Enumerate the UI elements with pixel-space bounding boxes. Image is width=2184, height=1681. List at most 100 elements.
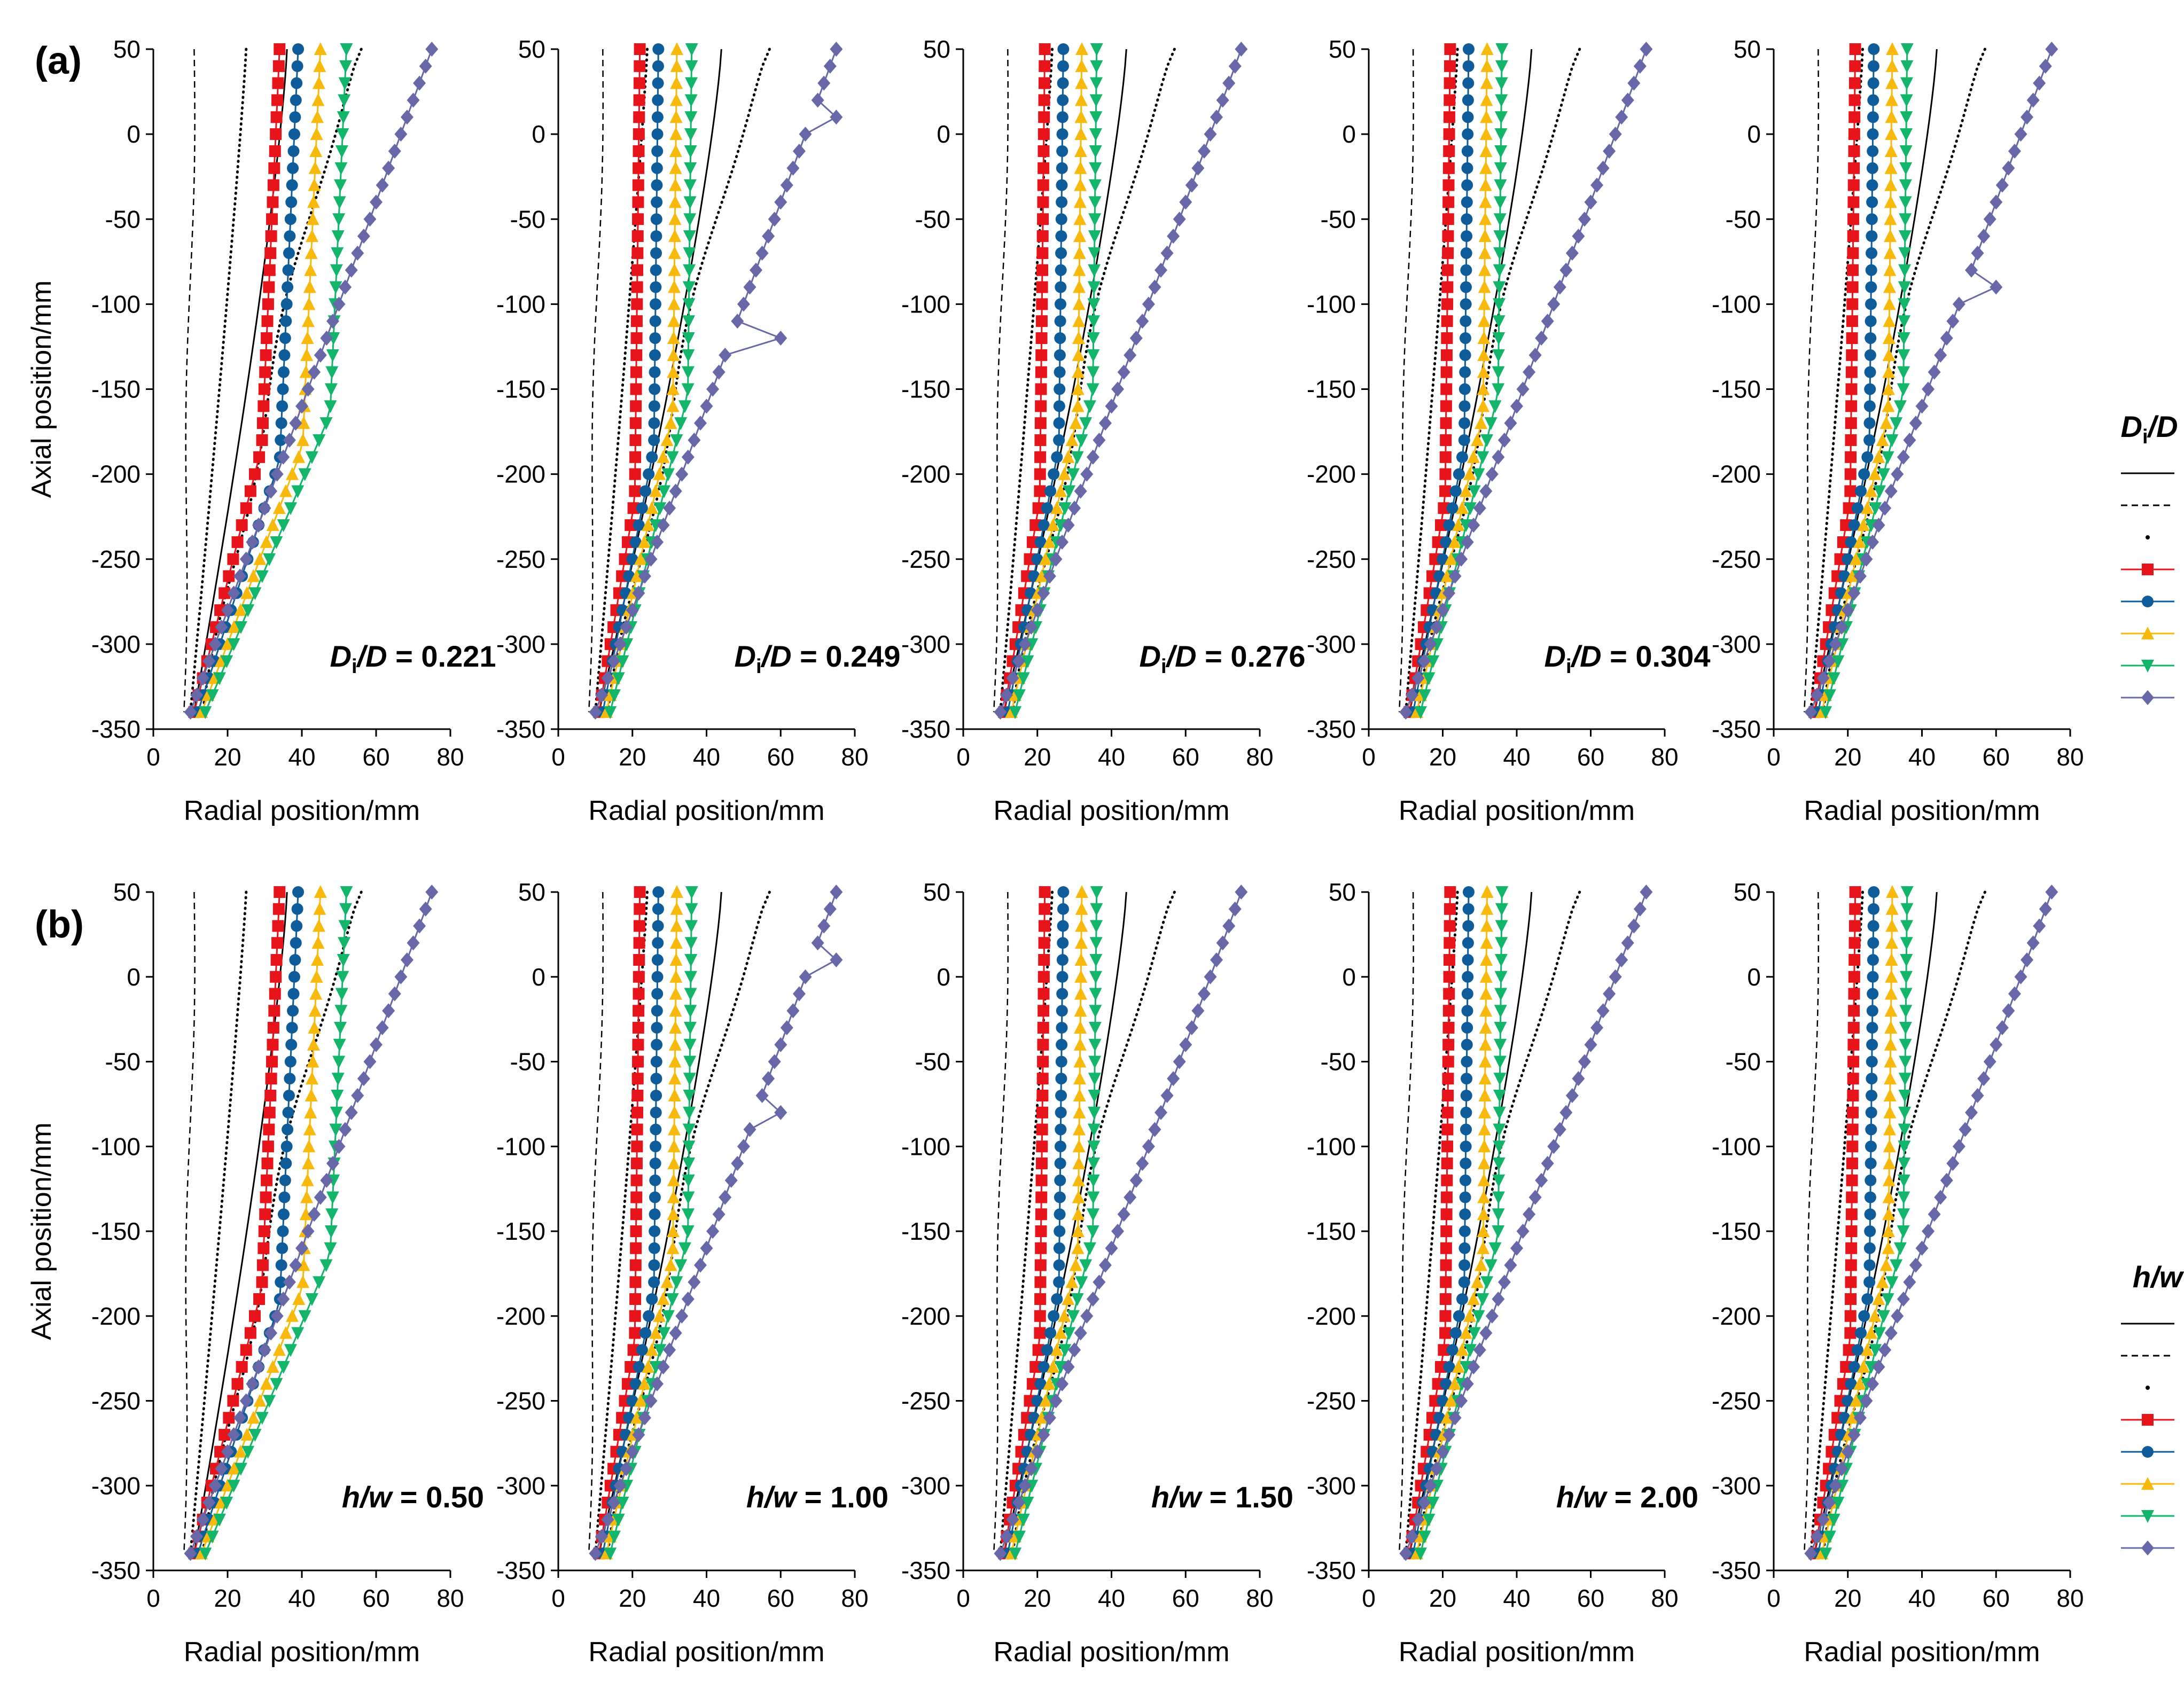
trajectory-point [637,1377,651,1390]
trajectory-point [1444,937,1456,949]
trajectory-point [666,1293,679,1306]
trajectory-line [602,892,659,1554]
trajectory-point [1034,468,1046,480]
x-tick-label: 20 [1429,743,1456,771]
trajectory-point [291,485,305,498]
y-tick-label: 50 [113,878,141,906]
trajectory-point [1417,653,1431,669]
trajectory-point [206,689,219,702]
trajectory-point [1051,1293,1063,1305]
legend-swatch-marker [2142,596,2154,607]
y-tick-label: 50 [518,35,545,63]
trajectory-point [646,1293,658,1305]
trajectory-point [1478,246,1492,259]
trajectory-point [632,585,645,601]
trajectory-point [1000,1529,1013,1544]
trajectory-point [667,1173,680,1186]
trajectory-point [263,264,276,276]
trajectory-point [1039,43,1051,55]
trajectory-point [1885,969,1898,983]
trajectory-point [670,76,683,89]
trajectory-point [669,110,683,123]
trajectory-point [652,77,664,89]
trajectory-point [650,247,662,259]
trajectory-point [311,936,325,949]
trajectory-point [1897,1292,1910,1307]
trajectory-point [674,417,688,431]
trajectory-point [1848,1361,1860,1373]
trajectory-point [651,1022,663,1034]
trajectory-point [1995,1020,2009,1035]
trajectory-point [325,1208,339,1222]
trajectory-point [630,400,642,412]
trajectory-point [1098,1257,1112,1273]
trajectory-point [1819,706,1832,720]
x-axis-label: Radial position/mm [993,795,1229,826]
trajectory-point [684,971,697,984]
y-tick-label: 50 [1329,878,1356,906]
avwz-inner-line [594,48,649,714]
trajectory-point [240,586,254,599]
trajectory-point [1458,1276,1470,1288]
trajectory-point [629,485,641,497]
trajectory-point [1893,1242,1907,1255]
trajectory-point [1073,1072,1087,1085]
trajectory-point [1884,144,1898,157]
trajectory-32-5um [589,42,843,720]
trajectory-point [338,920,352,933]
trajectory-point [1129,331,1143,346]
trajectory-point [1884,1072,1897,1085]
trajectory-point [669,987,682,1000]
trajectory-line [1405,892,1647,1554]
trajectory-point [817,75,831,91]
trajectory-point [1035,569,1048,582]
trajectory-point [1087,1140,1101,1154]
trajectory-point [682,315,696,329]
trajectory-point [1477,365,1490,378]
trajectory-point [633,128,645,140]
trajectory-line [1007,892,1064,1554]
trajectory-point [1034,1327,1046,1339]
trajectory-12-5um [188,886,286,1560]
trajectory-point [1898,1073,1912,1086]
trajectory-line [1003,892,1046,1554]
trajectory-point [1065,1275,1079,1288]
y-tick-label: -50 [105,1048,141,1076]
trajectory-22-5um [195,885,327,1560]
trajectory-point [1088,179,1102,192]
trajectory-point [2002,1003,2015,1019]
trajectory-point [333,196,346,209]
trajectory-point [1057,94,1069,106]
trajectory-point [1900,937,1913,950]
trajectory-point [1848,128,1860,140]
trajectory-point [1063,485,1076,498]
trajectory-point [1087,1191,1100,1205]
trajectory-point [309,987,323,1000]
trajectory-point [1054,315,1066,327]
chart-panel: 0 20 40 60 80500-50-100-150-200-250-300-350R… [1307,878,1698,1668]
trajectory-point [1494,988,1508,1001]
trajectory-point [1073,212,1087,225]
trajectory-point [731,314,744,329]
y-tick-label: 0 [1747,963,1761,991]
trajectory-point [1458,383,1471,395]
trajectory-point [246,534,259,550]
trajectory-point [1037,213,1049,225]
trajectory-point [256,417,269,429]
trajectory-point [308,1004,322,1017]
trajectory-point [282,1123,294,1136]
trajectory-point [1074,93,1088,106]
trajectory-point [1054,1208,1066,1221]
legend-swatch-marker [2141,1477,2154,1490]
legend-swatch-marker [2142,1414,2154,1426]
trajectory-point [1038,94,1050,106]
trajectory-point [1883,1156,1896,1169]
trajectory-point [1460,247,1472,259]
x-tick-label: 20 [1024,1584,1051,1612]
trajectory-point [266,213,278,225]
trajectory-point [1848,77,1861,89]
trajectory-point [1898,1106,1912,1120]
trajectory-point [1462,920,1475,932]
trajectory-point [320,1172,333,1188]
y-tick-label: 0 [127,120,141,148]
